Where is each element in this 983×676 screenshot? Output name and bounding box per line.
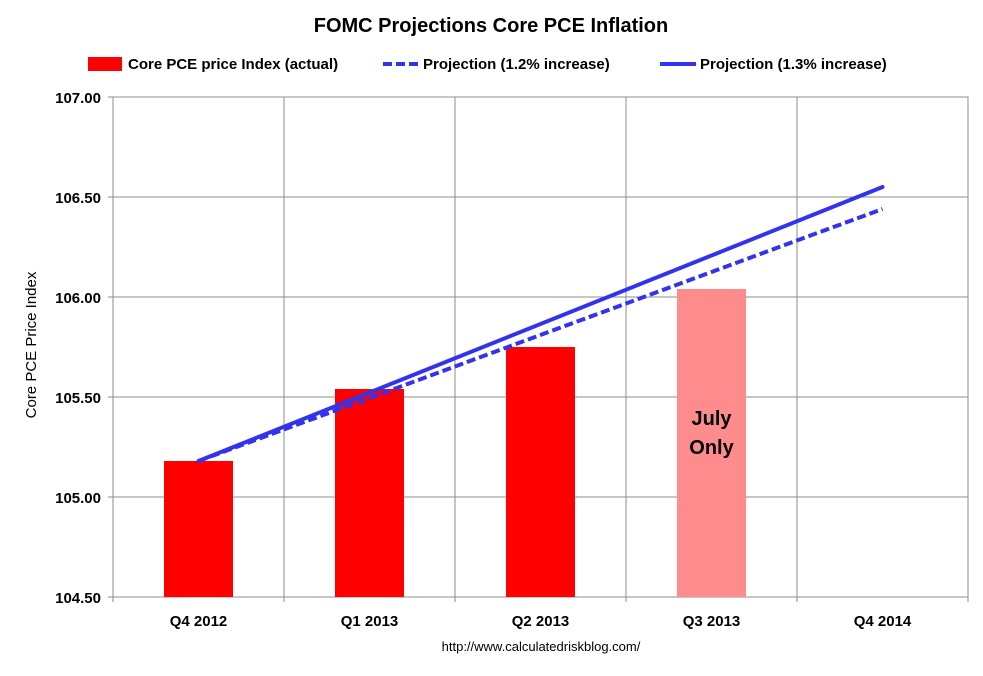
source-note: http://www.calculatedriskblog.com/ [442, 639, 641, 654]
x-tick-label: Q4 2012 [170, 613, 228, 630]
y-tick-label: 105.00 [55, 490, 101, 507]
annotation-text: July [691, 408, 732, 430]
bars [164, 289, 746, 597]
x-tick-label: Q4 2014 [854, 613, 912, 630]
y-tick-labels: 104.50 105.00 105.50 106.00 106.50 107.00 [55, 90, 101, 607]
x-tick-labels: Q4 2012 Q1 2013 Q2 2013 Q3 2013 Q4 2014 [170, 613, 912, 630]
bar-q2-2013 [506, 347, 575, 597]
legend-label-projection-1-3: Projection (1.3% increase) [700, 56, 887, 73]
projection-lines [196, 185, 885, 463]
legend-swatch-actual [88, 57, 122, 71]
chart-title: FOMC Projections Core PCE Inflation [314, 15, 668, 37]
x-tick-label: Q2 2013 [512, 613, 570, 630]
legend-label-projection-1-2: Projection (1.2% increase) [423, 56, 610, 73]
legend-label-actual: Core PCE price Index (actual) [128, 56, 338, 73]
projection-line-1-3 [196, 185, 885, 463]
bar-q1-2013 [335, 389, 404, 597]
y-tick-label: 105.50 [55, 390, 101, 407]
y-tick-label: 107.00 [55, 90, 101, 107]
annotations: July Only [689, 408, 734, 459]
bar-q4-2012 [164, 461, 233, 597]
legend: Core PCE price Index (actual) Projection… [88, 56, 887, 73]
y-tick-label: 106.50 [55, 190, 101, 207]
y-axis-label: Core PCE Price Index [23, 271, 40, 418]
bar-q3-2013 [677, 289, 746, 597]
y-tick-label: 106.00 [55, 290, 101, 307]
x-tick-label: Q1 2013 [341, 613, 399, 630]
x-tick-label: Q3 2013 [683, 613, 741, 630]
projection-line-1-2 [197, 207, 884, 463]
annotation-text: Only [689, 437, 734, 459]
y-tick-label: 104.50 [55, 590, 101, 607]
